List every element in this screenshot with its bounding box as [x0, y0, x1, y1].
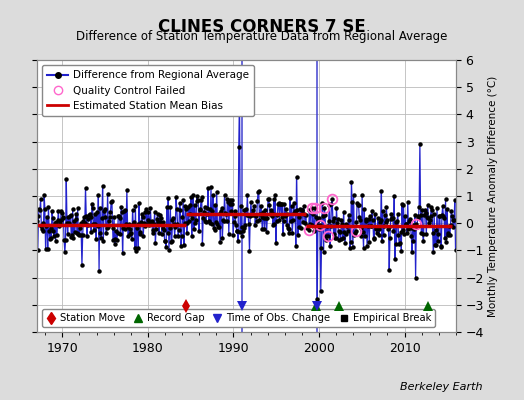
Text: Berkeley Earth: Berkeley Earth	[400, 382, 482, 392]
Legend: Station Move, Record Gap, Time of Obs. Change, Empirical Break: Station Move, Record Gap, Time of Obs. C…	[42, 309, 435, 327]
Y-axis label: Monthly Temperature Anomaly Difference (°C): Monthly Temperature Anomaly Difference (…	[488, 75, 498, 317]
Text: Difference of Station Temperature Data from Regional Average: Difference of Station Temperature Data f…	[77, 30, 447, 43]
Text: CLINES CORNERS 7 SE: CLINES CORNERS 7 SE	[158, 18, 366, 36]
